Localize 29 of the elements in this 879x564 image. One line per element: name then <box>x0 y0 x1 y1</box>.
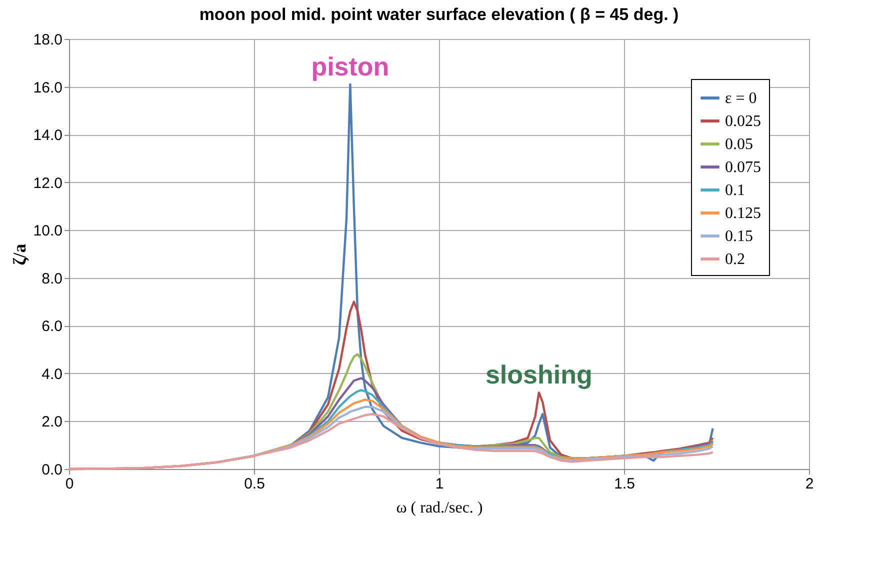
x-tick-label: 0.5 <box>244 476 265 492</box>
legend-label: 0.05 <box>725 136 753 153</box>
legend-label: 0.125 <box>725 205 761 222</box>
annotation: sloshing <box>485 360 592 390</box>
y-tick-label: 12.0 <box>33 174 62 192</box>
legend-label: 0.2 <box>725 251 745 268</box>
x-axis-title: ω ( rad./sec. ) <box>396 500 483 516</box>
y-tick-label: 10.0 <box>33 222 62 240</box>
x-tick-label: 0 <box>65 476 74 492</box>
legend-label: 0.025 <box>725 113 761 130</box>
y-tick-label: 4.0 <box>42 366 62 383</box>
line-series <box>68 412 714 470</box>
y-tick-label: 2.0 <box>42 414 62 431</box>
y-axis-title: ζ/a <box>9 244 30 266</box>
legend-label: ε = 0 <box>725 90 757 107</box>
x-tick-label: 2 <box>805 476 814 492</box>
y-tick-label: 18.0 <box>33 32 62 48</box>
y-tick-label: 6.0 <box>42 318 62 336</box>
y-tick-label: 16.0 <box>33 79 62 96</box>
x-tick-label: 1 <box>435 476 444 492</box>
chart-title: moon pool mid. point water surface elevation ( β = 45 deg. ) <box>199 5 679 24</box>
x-tick-label: 1.5 <box>614 476 635 492</box>
legend-label: 0.1 <box>725 182 745 199</box>
legend-label: 0.15 <box>725 228 753 245</box>
y-tick-label: 0.0 <box>42 462 62 478</box>
y-tick-label: 8.0 <box>42 270 62 288</box>
annotation: piston <box>311 51 390 82</box>
y-tick-label: 14.0 <box>33 127 62 144</box>
legend-label: 0.075 <box>725 159 761 176</box>
